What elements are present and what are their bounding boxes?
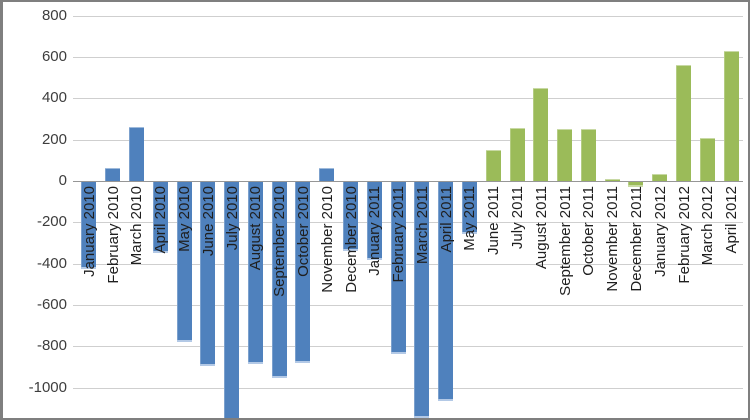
x-axis-label-january-2012: January 2012: [652, 186, 669, 277]
x-axis-label-january-2011: January 2011: [366, 186, 383, 276]
x-axis-label-june-2011: June 2011: [485, 186, 502, 255]
bar-february-2012: [676, 65, 691, 181]
x-axis-label-july-2010: July 2010: [224, 186, 241, 251]
x-axis-label-october-2011: October 2011: [580, 186, 597, 276]
bar-october-2010: [295, 182, 310, 363]
bar-september-2010: [272, 182, 287, 378]
x-axis-label-february-2010: February 2010: [105, 186, 122, 284]
x-axis-label-august-2010: August 2010: [247, 186, 264, 271]
y-axis-tick-label: 800: [41, 7, 67, 24]
bar-february-2010: [105, 168, 120, 181]
bar-april-2011: [438, 182, 453, 401]
x-axis-label-november-2010: November 2010: [319, 186, 336, 293]
bar-december-2010: [343, 182, 358, 251]
gridline: [73, 222, 743, 223]
bar-october-2011: [581, 129, 596, 181]
y-axis-tick-label: -1000: [28, 379, 67, 396]
x-axis-label-september-2010: September 2010: [271, 186, 288, 297]
x-axis-label-february-2012: February 2012: [676, 186, 693, 284]
gridline: [73, 305, 743, 306]
gridline: [73, 98, 743, 99]
gridline: [73, 140, 743, 141]
bar-january-2011: [367, 182, 382, 260]
bar-march-2012: [700, 138, 715, 181]
x-axis-label-april-2010: April 2010: [152, 186, 169, 254]
x-axis-label-february-2011: February 2011: [390, 186, 407, 283]
x-axis-label-may-2010: May 2010: [176, 186, 193, 252]
bar-january-2012: [652, 174, 667, 181]
bar-august-2011: [533, 88, 548, 181]
bar-december-2011: [628, 182, 643, 187]
bar-january-2010: [81, 182, 96, 269]
x-axis-label-december-2011: December 2011: [628, 186, 645, 292]
bar-november-2010: [319, 168, 334, 181]
y-axis-tick-label: 600: [41, 48, 67, 65]
gridline: [73, 388, 743, 389]
zero-axis-line: [73, 181, 743, 182]
x-axis-label-march-2010: March 2010: [128, 186, 145, 266]
y-axis-tick-label: -800: [36, 337, 67, 354]
bar-may-2011: [462, 182, 477, 234]
x-axis-label-june-2010: June 2010: [200, 186, 217, 257]
x-axis-label-december-2010: December 2010: [343, 186, 360, 293]
x-axis-label-september-2011: September 2011: [557, 186, 574, 296]
x-axis-label-may-2011: May 2011: [461, 186, 478, 251]
x-axis-label-april-2012: April 2012: [723, 186, 740, 254]
bar-may-2010: [177, 182, 192, 342]
y-axis-tick-label: 200: [41, 131, 67, 148]
bar-february-2011: [391, 182, 406, 354]
x-axis-label-march-2012: March 2012: [699, 186, 716, 266]
chart-plot: 800 600 400 200 0 -200 -400 -600 -800 -1000 Januar…: [3, 2, 748, 418]
bar-june-2010: [200, 182, 215, 366]
bar-november-2011: [605, 179, 620, 181]
gridline: [73, 264, 743, 265]
bar-march-2011: [414, 182, 429, 418]
bar-april-2012: [724, 51, 739, 181]
bar-august-2010: [248, 182, 263, 364]
x-axis-label-august-2011: August 2011: [533, 186, 550, 270]
bar-july-2011: [510, 128, 525, 181]
y-axis-tick-label: -600: [36, 296, 67, 313]
y-axis-tick-label: -200: [36, 213, 67, 230]
x-axis-label-january-2010: January 2010: [81, 186, 98, 277]
gridline: [73, 57, 743, 58]
y-axis-tick-label: -400: [36, 255, 67, 272]
gridline: [73, 346, 743, 347]
bar-march-2010: [129, 127, 144, 181]
y-axis-tick-label: 400: [41, 89, 67, 106]
x-axis-label-july-2011: July 2011: [509, 186, 526, 250]
x-axis-label-april-2011: April 2011: [438, 186, 455, 253]
x-axis-label-october-2010: October 2010: [295, 186, 312, 277]
gridline: [73, 16, 743, 17]
bar-june-2011: [486, 150, 501, 181]
x-axis-label-march-2011: March 2011: [414, 186, 431, 265]
y-axis-tick-label: 0: [58, 172, 67, 189]
bar-april-2010: [153, 182, 168, 253]
x-axis-label-november-2011: November 2011: [604, 186, 621, 292]
bar-september-2011: [557, 129, 572, 181]
bar-july-2010: [224, 182, 239, 418]
